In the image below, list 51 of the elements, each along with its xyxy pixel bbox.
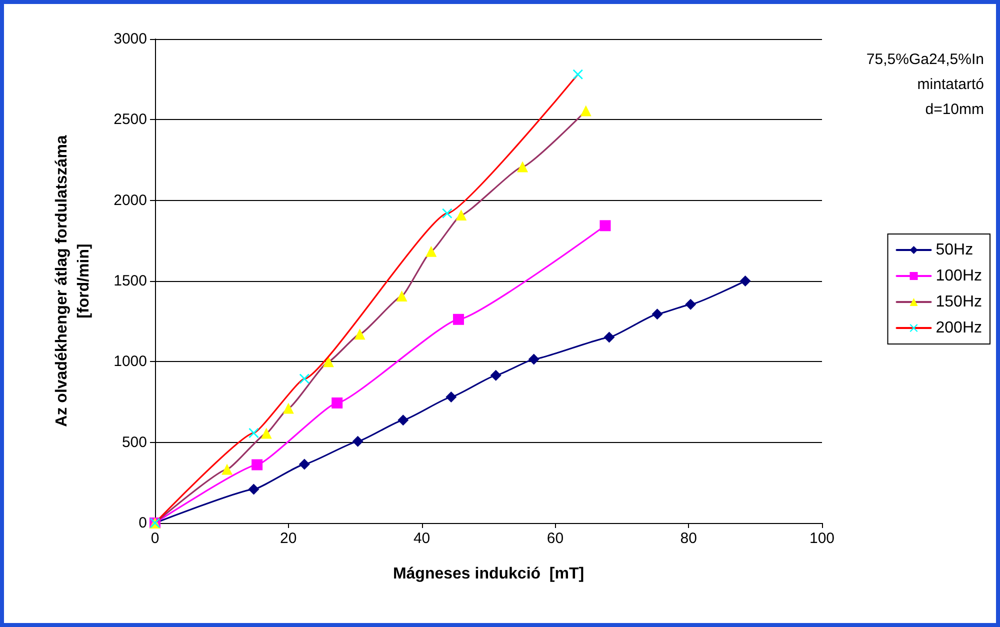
legend-label: 150Hz [936,294,982,310]
legend-label: 200Hz [936,320,982,336]
y-tick-label: 2500 [114,111,147,128]
point [446,392,457,402]
y-tick-label: 1500 [114,272,147,290]
point [299,374,310,384]
x-tick-label: 20 [280,530,297,547]
point [398,414,409,426]
point [604,332,615,343]
y-tick-label: 1000 [114,353,147,370]
point [248,484,260,495]
point [396,290,408,302]
point [740,276,751,286]
point [282,402,294,414]
legend-label: 100Hz [936,268,982,284]
point [572,69,583,80]
x-tick-label: 100 [809,530,835,547]
point [298,458,310,470]
text: 75,5%Ga24,5%In [866,51,984,68]
point [600,220,611,232]
x-tick-label: 60 [546,530,564,547]
point [456,210,467,221]
x-tick-label: 80 [680,530,697,547]
point [222,464,233,475]
point [442,208,452,218]
point [652,308,663,320]
point [248,428,259,438]
point [352,436,364,447]
y-tick-label: 500 [122,434,147,451]
x-tick-label: 40 [413,530,430,547]
text: mintatartó [917,76,984,93]
y-tick-label: 3000 [114,30,147,48]
point [260,428,272,439]
point [426,246,437,257]
x-axis-title: Mágneses indukció [mT] [392,566,584,582]
point [580,105,592,116]
x-tick-label: 0 [150,530,160,547]
y-axis-title: Az olvadékhenger átlag fordulatszáma [ford/min] [54,135,92,427]
point [528,354,540,365]
point [354,328,366,340]
point [517,161,528,172]
legend-label: 50Hz [936,242,974,258]
y-tick-label: 0 [138,514,147,532]
y-tick-label: 2000 [114,192,147,209]
point [490,370,502,381]
text: d=10mm [925,101,984,118]
point [332,397,343,408]
point [452,314,464,325]
point [685,298,696,310]
point [252,459,263,470]
point [322,356,334,368]
